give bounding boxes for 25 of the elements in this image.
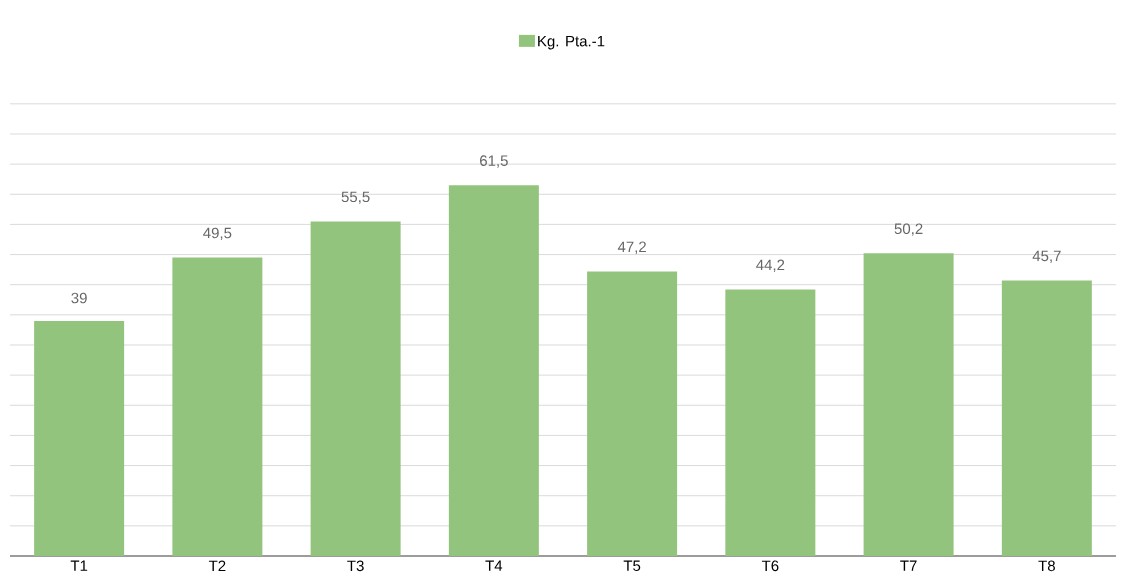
data-label: 50,2 [894,223,923,236]
x-tick-label: T1 [70,560,88,571]
x-tick-label: T5 [623,560,641,571]
x-tick-label: T7 [900,560,917,571]
bar [587,271,678,556]
x-tick-label: T6 [761,560,779,572]
bar [725,289,816,556]
x-tick-label: T4 [485,560,503,571]
data-label: 44,2 [756,259,785,272]
bar [34,320,125,556]
bar [1001,280,1092,556]
data-label: 47,2 [617,241,646,254]
data-label: 61,5 [480,155,508,168]
data-label: 55,5 [341,191,370,204]
bar [863,253,954,556]
x-tick-label: T8 [1038,560,1055,572]
x-tick-label: T3 [347,560,364,572]
data-label: 45,7 [1032,250,1061,263]
bar [310,221,401,556]
data-label: 49,5 [203,227,232,241]
bar [172,257,263,556]
data-label: 39 [71,292,87,304]
legend-label: Kg. Pta.-1 [538,35,605,50]
x-tick-label: T2 [208,560,226,572]
bar [448,185,539,556]
